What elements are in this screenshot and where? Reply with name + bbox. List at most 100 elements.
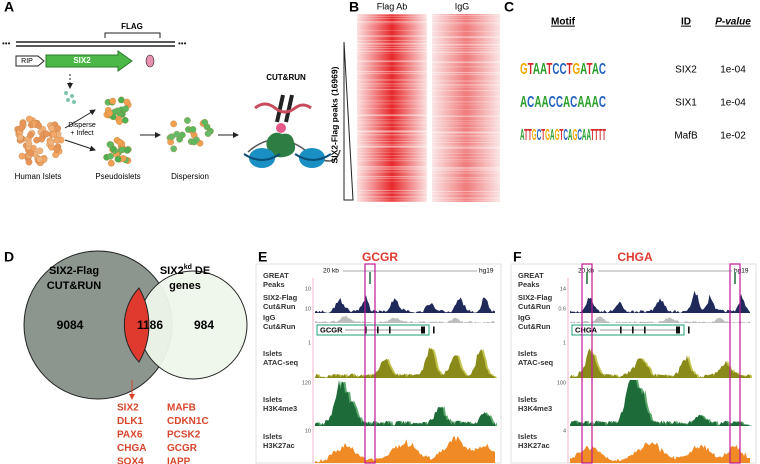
track-label: IgG — [263, 313, 276, 322]
highlight — [364, 263, 376, 464]
heatmap — [432, 14, 500, 202]
track-label: Cut&Run — [518, 322, 551, 331]
gene-name: GCGR — [167, 443, 198, 454]
cell — [190, 138, 198, 146]
six2-arrow — [45, 50, 133, 72]
p-value: 1e-02 — [720, 131, 746, 142]
dots: ••• — [2, 39, 11, 48]
track-scale: 10 — [305, 306, 311, 312]
cell — [26, 115, 33, 123]
track-label: IgG — [518, 313, 531, 322]
cell — [36, 156, 44, 163]
gene-name: PAX6 — [117, 430, 143, 441]
y-label: SIX2-Flag peaks (16969) — [329, 66, 339, 163]
motif-id: MafB — [674, 131, 698, 142]
step-label: Disperse — [68, 122, 96, 129]
track-label: Islets — [518, 432, 537, 441]
track-scale: 120 — [302, 380, 311, 386]
track-label: GREAT — [263, 271, 289, 280]
panel-b: B Flag Ab IgG SIX2-Flag peaks (16969) — [329, 0, 500, 203]
cell — [43, 130, 50, 138]
panel-c: C Motif ID P-value GTAATCCTGATAC SIX2 1e-0… — [504, 0, 751, 144]
track-label: Islets — [518, 349, 537, 358]
human-islets — [14, 115, 65, 167]
cell — [18, 124, 25, 132]
title-part: kd — [184, 264, 192, 271]
cell — [117, 96, 125, 104]
track-label: Cut&Run — [518, 302, 551, 311]
track-label: Islets — [263, 395, 282, 404]
cell — [106, 141, 114, 148]
virus-particles — [64, 91, 76, 104]
exon — [365, 326, 367, 334]
gene-label: GCGR — [320, 325, 343, 334]
track-scale: 100 — [557, 380, 566, 386]
track-label: Islets — [518, 395, 537, 404]
panel-label: E — [258, 249, 267, 265]
header: ID — [681, 17, 691, 28]
panel-a: A ••• ••• FLAG RIP SIX2 Disperse + Infec… — [2, 0, 341, 181]
signal-shade — [572, 380, 752, 426]
rip-box — [15, 55, 45, 67]
count: 9084 — [57, 318, 84, 332]
track-label: H3K4me3 — [263, 404, 297, 413]
cell — [114, 155, 122, 163]
track-label: Cut&Run — [263, 302, 296, 311]
cell — [35, 122, 42, 129]
motif-logo: GTAATCCTGATAC — [520, 61, 606, 78]
track-label: ATAC-seq — [518, 358, 554, 367]
title-part: SIX2 — [160, 265, 184, 277]
set-title: genes — [169, 280, 201, 292]
scale-label: 20 kb — [323, 268, 339, 275]
cell — [201, 118, 209, 126]
track-scale: 14 — [560, 286, 566, 292]
heatmap-texture — [357, 14, 500, 203]
exon — [632, 326, 634, 334]
signal — [315, 435, 495, 463]
track-scale: 1 — [308, 340, 311, 346]
track-scale: 1 — [563, 340, 566, 346]
venn-overlap — [123, 287, 150, 363]
gene-label: CHGA — [575, 325, 598, 334]
locus-title: GCGR — [362, 250, 398, 264]
track-label: GREAT — [518, 271, 544, 280]
count: 1186 — [137, 318, 163, 332]
step-label: Pseudoislets — [95, 172, 140, 181]
track-scale: 10 — [305, 286, 311, 292]
cell — [109, 145, 117, 153]
signal-shade — [317, 347, 497, 378]
count: 984 — [194, 318, 214, 332]
highlight — [729, 263, 741, 464]
track-label: H3K27ac — [518, 441, 550, 450]
exon — [676, 326, 680, 334]
panel-label: B — [349, 0, 359, 15]
gene-name: DLK1 — [117, 416, 144, 427]
step-label: Dispersion — [171, 172, 209, 181]
gene-name: SOX4 — [117, 457, 144, 464]
track-label: Cut&Run — [263, 322, 296, 331]
cell — [107, 159, 115, 167]
cell — [25, 139, 33, 147]
column-label: Flag Ab — [377, 1, 408, 11]
arrow — [64, 109, 96, 129]
six2-label: SIX2 — [73, 56, 91, 65]
pseudoislets — [103, 96, 132, 167]
set-title: SIX2kd DE — [160, 264, 210, 277]
track-label: Islets — [263, 349, 282, 358]
heatmap — [357, 14, 427, 202]
panel-label: A — [4, 0, 14, 15]
track-label: Peaks — [518, 280, 540, 289]
cell — [170, 145, 178, 153]
cell — [184, 117, 191, 124]
p-value: 1e-04 — [720, 65, 746, 76]
cell — [170, 120, 177, 128]
dispersed-cells — [166, 117, 214, 153]
track-label: SIX2-Flag — [263, 293, 298, 302]
header: P-value — [715, 17, 751, 28]
cutrun-label: CUT&RUN — [266, 73, 306, 82]
signal — [315, 347, 495, 378]
cell — [123, 98, 131, 106]
